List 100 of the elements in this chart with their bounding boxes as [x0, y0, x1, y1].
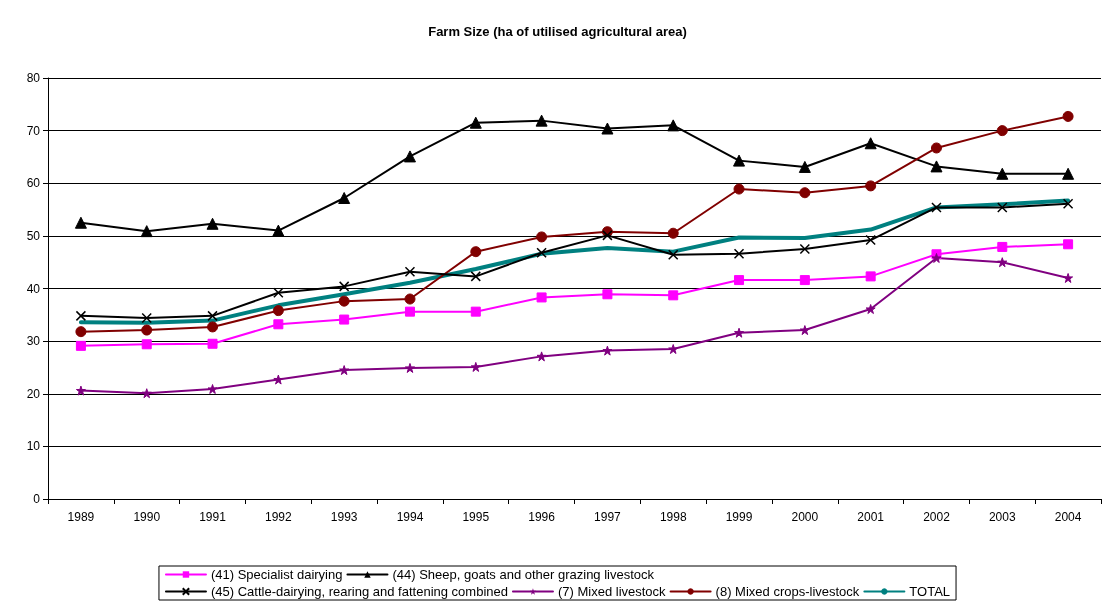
y-tick-label: 80 [26, 71, 41, 85]
point [140, 225, 153, 238]
point [74, 216, 87, 229]
point [404, 306, 415, 317]
point [1063, 239, 1074, 250]
legend-label: TOTAL [909, 584, 951, 599]
point [404, 362, 415, 373]
y-tick-label: 30 [26, 334, 41, 349]
x-tick-label: 2004 [1054, 510, 1082, 524]
point [667, 227, 679, 239]
point [75, 385, 86, 396]
x-tick-label: 1995 [462, 510, 490, 524]
y-tick-label: 60 [26, 176, 41, 191]
point [75, 326, 87, 338]
legend-label: (7) Mixed livestock [557, 584, 667, 599]
point [273, 319, 284, 330]
point [339, 314, 350, 325]
point [733, 183, 745, 195]
point [536, 247, 547, 258]
point [535, 114, 548, 127]
point [338, 295, 350, 307]
point [1063, 272, 1074, 283]
x-tick-label: 1994 [396, 510, 424, 524]
point [865, 304, 876, 315]
y-tick-label: 0 [33, 492, 41, 506]
point [733, 154, 746, 167]
point [206, 217, 219, 230]
point [931, 202, 942, 213]
y-tick-label: 10 [26, 439, 41, 454]
point [798, 160, 811, 173]
point [470, 306, 481, 317]
legend-label: (45) Cattle-dairying, rearing and fattening combined [210, 584, 508, 599]
x-tick-label: 2003 [988, 510, 1016, 524]
x-tick-label: 1998 [659, 510, 687, 524]
y-tick-label: 70 [26, 123, 41, 138]
point [207, 321, 219, 333]
point [141, 388, 152, 399]
point [997, 241, 1008, 252]
point [930, 160, 943, 173]
point [536, 231, 548, 243]
point [601, 122, 614, 135]
point [207, 310, 218, 322]
point [996, 167, 1009, 180]
point [733, 248, 745, 260]
point [272, 224, 285, 237]
point [141, 312, 152, 324]
point [536, 351, 547, 362]
point [339, 365, 350, 376]
point [799, 275, 810, 286]
point [996, 125, 1008, 137]
x-tick-label: 2001 [857, 510, 885, 524]
point [865, 271, 876, 282]
point [1062, 198, 1074, 210]
point [602, 230, 613, 241]
point [470, 246, 482, 258]
point [1062, 167, 1075, 180]
x-tick-label: 1989 [67, 510, 95, 524]
point [997, 257, 1008, 268]
x-tick-label: 2002 [923, 510, 951, 524]
point [799, 187, 811, 199]
point [602, 345, 613, 356]
point [272, 305, 284, 317]
point [273, 287, 284, 298]
x-tick-label: 1991 [199, 510, 227, 524]
point [602, 289, 613, 300]
y-tick-label: 20 [26, 386, 41, 401]
y-tick-label: 40 [26, 281, 41, 296]
point [667, 119, 680, 132]
point [404, 293, 416, 305]
point [799, 325, 810, 336]
point [734, 327, 745, 338]
x-tick-label: 1997 [594, 510, 622, 524]
point [75, 340, 86, 351]
point [865, 180, 877, 192]
point [141, 339, 152, 350]
point [470, 271, 482, 282]
x-tick-label: 2000 [791, 510, 819, 524]
point [207, 338, 218, 349]
point [865, 234, 876, 246]
y-tick-label: 50 [26, 228, 41, 243]
x-tick-label: 1996 [528, 510, 556, 524]
point [997, 202, 1008, 213]
point [734, 275, 745, 286]
legend-label: (41) Specialist dairying [210, 567, 343, 582]
point [864, 137, 877, 150]
point [141, 324, 153, 336]
point [75, 310, 87, 322]
point [1062, 110, 1074, 122]
point [668, 290, 679, 301]
point [273, 374, 284, 385]
point [536, 292, 547, 303]
point [207, 384, 218, 395]
point [338, 281, 350, 292]
x-tick-label: 1993 [330, 510, 358, 524]
point [338, 191, 351, 204]
x-tick-label: 1992 [264, 510, 293, 524]
x-tick-label: 1990 [133, 510, 161, 524]
point [799, 243, 811, 255]
point [403, 150, 416, 163]
x-tick-label: 1999 [725, 510, 753, 524]
